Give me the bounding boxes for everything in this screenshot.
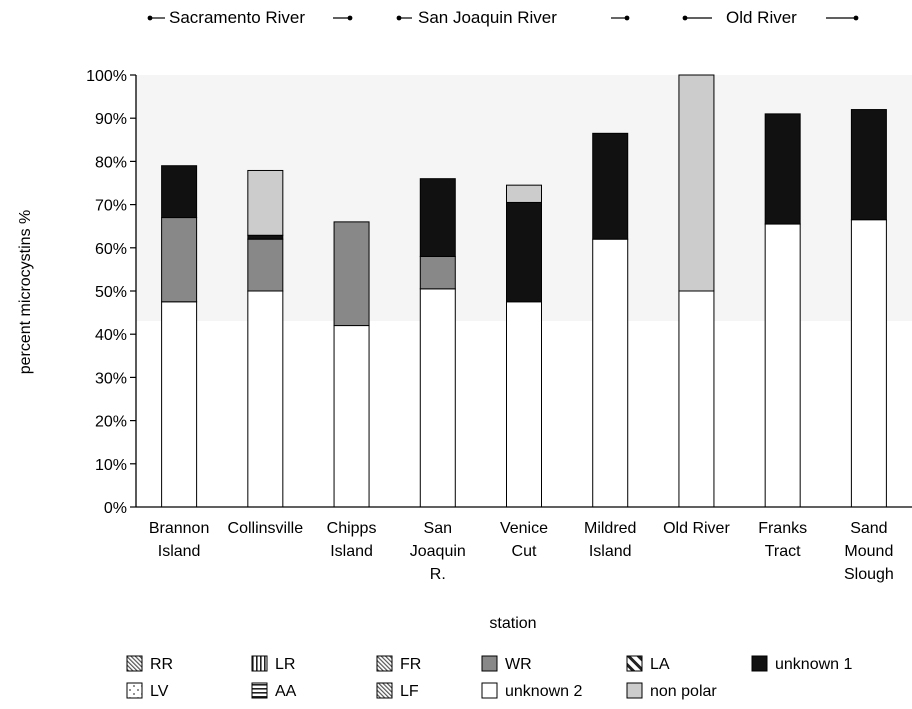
bars-layer [136,74,912,508]
legend-label: non polar [650,683,717,700]
river-bracket-right-dot [347,15,353,21]
x-tick-label: Franks [758,520,807,537]
x-axis-title: station [489,615,536,632]
bar-segment [247,238,284,292]
river-bracket-left-dot [396,15,402,21]
legend-label: FR [400,656,421,673]
bar-segment [161,165,198,219]
x-tick-label: Chipps [327,520,377,537]
bar-segment [506,201,542,303]
river-group-label-sacramento: Sacramento River [169,8,305,27]
x-tick-label: San [424,520,452,537]
legend-swatch [751,655,768,672]
legend-swatch [251,655,268,672]
river-bracket-left-dot [682,15,688,21]
y-tick-label: 70% [95,198,127,215]
legend-swatch [376,682,393,699]
legend-label: LR [275,656,295,673]
bar-segment [419,255,456,290]
legend-label: LF [400,683,419,700]
legend-swatch [481,682,498,699]
river-group-header: Sacramento River San Joaquin River Old R… [147,8,859,27]
y-tick-label: 30% [95,370,127,387]
legend-swatch [126,655,143,672]
river-group-label-san-joaquin: San Joaquin River [418,8,557,27]
legend: RR LR FR WR LA unknown 1 LV AA LF unknown 2 non po… [126,655,852,700]
legend-label: LV [150,683,169,700]
legend-label: unknown 1 [775,656,852,673]
x-tick-label: Brannon [149,520,210,537]
legend-label: AA [275,683,297,700]
legend-swatch [626,655,643,672]
bar-segment [850,109,887,221]
x-tick-label: Collinsville [228,520,304,537]
legend-swatch [376,655,393,672]
legend-label: WR [505,656,532,673]
y-axis: 0% 10% 20% 30% 40% 50% 60% 70% 80% 90% 100% [86,68,137,517]
x-tick-label: Venice [500,520,548,537]
bar-segment [764,113,801,225]
legend-label: LA [650,656,670,673]
x-tick-label: Slough [844,566,894,583]
x-tick-label: Tract [765,543,801,560]
x-tick-label: Island [589,543,632,560]
bar-segment [333,221,370,327]
y-axis-title: percent microcystins % [17,210,34,375]
y-tick-label: 20% [95,414,127,431]
bar-segment [592,132,629,240]
y-tick-label: 0% [104,500,127,517]
bar-segment [161,301,198,508]
x-tick-label: Island [158,543,201,560]
x-axis-tick-labels: Brannon Island Collinsville Chipps Island San… [149,520,894,583]
bar-segment [678,74,715,292]
y-tick-label: 100% [86,68,127,85]
bar-segment [247,234,284,240]
y-tick-label: 90% [95,111,127,128]
bar-segment [333,325,370,508]
bar-segment [764,223,801,508]
bar-segment [247,290,284,508]
x-tick-label: Old River [663,520,730,537]
bar-segment [161,217,198,303]
y-tick-label: 40% [95,327,127,344]
x-tick-label: Sand [850,520,887,537]
y-tick-label: 60% [95,241,127,258]
bar-segment [592,238,629,508]
bar-segment [506,301,542,508]
legend-swatch [251,682,268,699]
legend-label: unknown 2 [505,683,582,700]
river-bracket-left-dot [147,15,153,21]
x-tick-label: Joaquin [410,543,466,560]
legend-swatch [126,682,143,699]
x-tick-label: Cut [512,543,537,560]
bar-segment [419,178,456,257]
x-tick-label: Mildred [584,520,636,537]
legend-label: RR [150,656,173,673]
bar-segment [506,184,542,203]
bar-segment [850,219,887,508]
y-tick-label: 10% [95,457,127,474]
y-tick-label: 80% [95,154,127,171]
legend-swatch [481,655,498,672]
x-tick-label: Island [330,543,373,560]
river-bracket-right-dot [853,15,859,21]
bar-segment [247,169,284,236]
x-tick-label: R. [430,566,446,583]
river-group-label-old-river: Old River [726,8,797,27]
river-bracket-right-dot [624,15,630,21]
bar-segment [419,288,456,508]
legend-swatch [626,682,643,699]
y-tick-label: 50% [95,284,127,301]
bar-segment [678,290,715,508]
x-tick-label: Mound [844,543,893,560]
